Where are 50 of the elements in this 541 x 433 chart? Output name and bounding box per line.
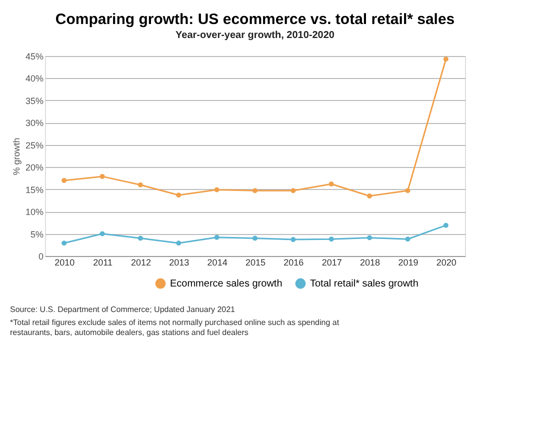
x-tick-label: 2011 — [93, 258, 112, 268]
point — [290, 188, 296, 194]
x-tick-label: 2019 — [398, 258, 418, 268]
x-tick-label: 2017 — [322, 258, 342, 268]
chart-title: Comparing growth: US ecommerce vs. total retail* sales — [55, 11, 455, 28]
chart-subtitle: Year-over-year growth, 2010-2020 — [176, 30, 335, 41]
point — [62, 178, 67, 183]
y-tick-label: 25% — [25, 140, 44, 150]
point — [443, 56, 448, 62]
point — [367, 235, 372, 240]
x-tick-label: 2018 — [360, 258, 380, 268]
point — [252, 188, 258, 194]
point — [62, 240, 67, 246]
point — [138, 182, 143, 188]
text: *Total retail figures exclude sales of items not normally purchased online such as spending at restaurants, bars, automobile dealers, gas stations and fuel dealers — [10, 318, 340, 337]
point — [367, 194, 372, 198]
point — [138, 236, 143, 241]
x-tick-label: 2015 — [245, 258, 266, 268]
y-axis-title: % growth — [11, 138, 22, 176]
x-tick-label: 2010 — [54, 258, 75, 268]
point — [443, 222, 448, 228]
point — [100, 231, 105, 236]
x-tick-label: 2016 — [284, 258, 304, 268]
y-tick-label: 45% — [25, 52, 44, 62]
point — [405, 188, 410, 194]
y-tick-label: 30% — [25, 118, 44, 128]
x-tick-label: 2020 — [436, 258, 456, 268]
source-note: Source: U.S. Department of Commerce; Updated January 2021 — [10, 305, 236, 314]
point — [214, 234, 220, 240]
x-tick-label: 2014 — [207, 258, 228, 268]
y-tick-label: 5% — [30, 229, 44, 240]
y-tick-label: 20% — [25, 162, 44, 173]
y-tick-label: 35% — [25, 96, 44, 106]
x-tick-label: 2013 — [169, 258, 190, 268]
y-tick-label: 40% — [25, 74, 44, 84]
legend-label: Total retail* sales growth — [310, 278, 418, 290]
y-tick-label: 0 — [38, 252, 44, 262]
legend-label: Ecommerce sales growth — [170, 278, 282, 290]
point — [176, 240, 182, 246]
point — [252, 236, 258, 241]
point — [100, 174, 105, 179]
point — [214, 187, 220, 192]
point — [328, 182, 334, 186]
point — [328, 236, 334, 242]
point — [405, 236, 410, 242]
x-tick-label: 2012 — [130, 258, 151, 268]
y-tick-label: 10% — [25, 207, 44, 218]
y-tick-label: 15% — [25, 184, 44, 195]
point — [290, 237, 296, 242]
point — [176, 192, 182, 198]
